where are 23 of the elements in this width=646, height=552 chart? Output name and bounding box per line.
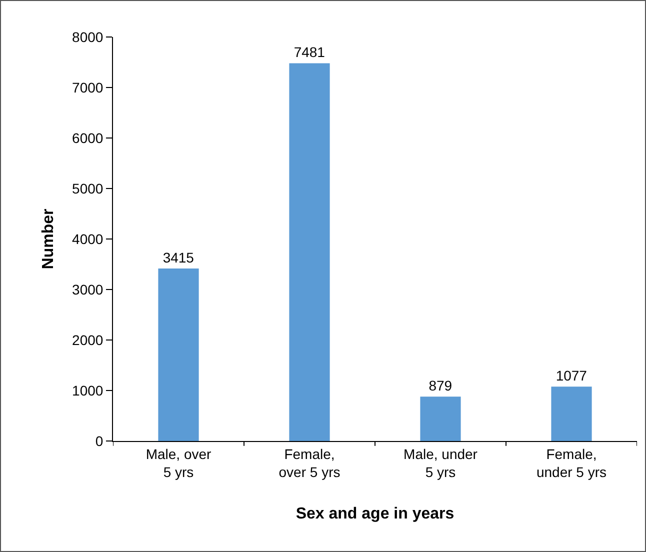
y-tick-label: 8000 (72, 28, 104, 45)
data-label: 879 (428, 378, 452, 394)
data-label: 7481 (294, 44, 326, 60)
x-tick-label: Male, over 5 yrs (146, 446, 212, 480)
y-tick-label: 3000 (72, 281, 104, 298)
x-axis-title: Sex and age in years (296, 506, 454, 523)
bar (551, 386, 592, 441)
x-tick-label: Female, over 5 yrs (278, 446, 340, 480)
y-tick-label: 7000 (72, 79, 104, 96)
x-tick-label: Male, under 5 yrs (404, 446, 478, 480)
y-tick-label: 6000 (72, 130, 104, 146)
bar (289, 63, 330, 441)
y-tick-label: 4000 (72, 230, 104, 247)
y-tick-label: 1000 (72, 382, 104, 398)
data-label: 1077 (556, 368, 588, 384)
bar (158, 268, 199, 441)
y-tick-label: 2000 (72, 332, 104, 348)
x-tick-label: Female, under 5 yrs (536, 446, 607, 480)
y-axis-title: Number (40, 208, 57, 270)
data-label: 3415 (162, 250, 194, 266)
bar (420, 396, 461, 441)
y-tick-label: 5000 (72, 180, 104, 196)
y-tick-label: 0 (95, 432, 104, 449)
